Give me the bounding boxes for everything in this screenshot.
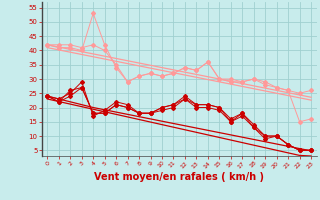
X-axis label: Vent moyen/en rafales ( km/h ): Vent moyen/en rafales ( km/h ) (94, 172, 264, 182)
